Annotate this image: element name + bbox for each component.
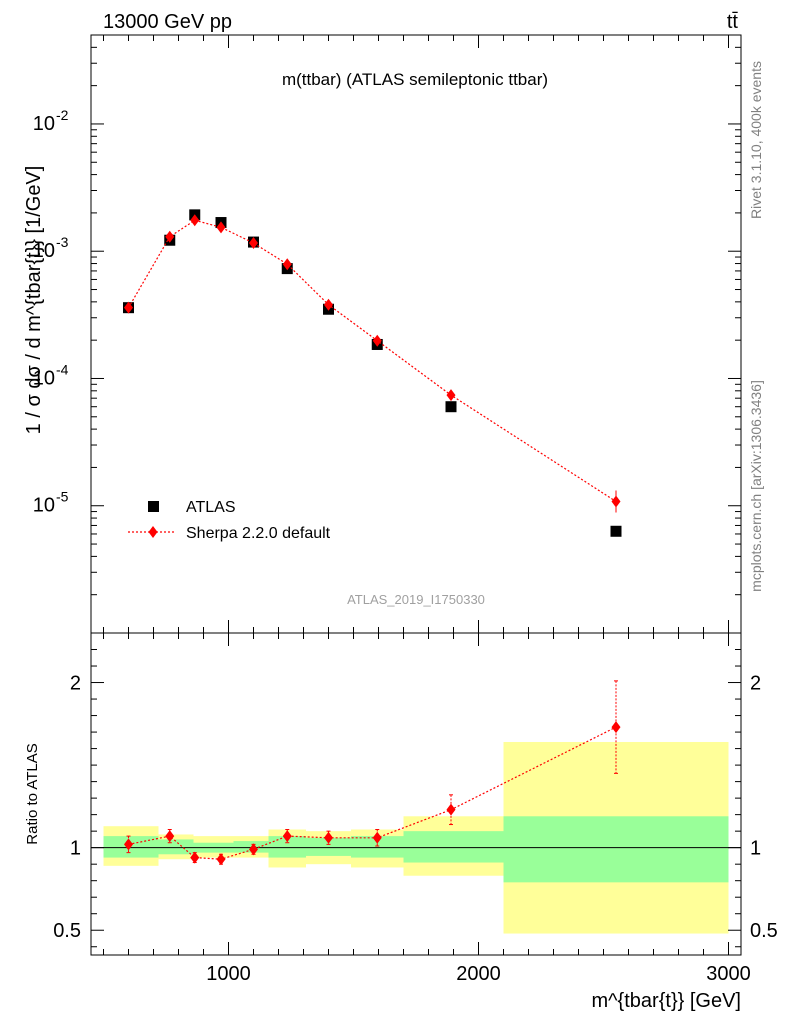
header-right: tt̄ [727, 11, 739, 33]
lower-frame [90, 632, 742, 956]
sherpa-point-5 [282, 258, 292, 271]
ytick-label-3: 10 [33, 113, 55, 135]
ratio-point-2 [190, 851, 200, 864]
ratio-band-green-7 [403, 831, 504, 863]
xtick-label-2: 3000 [706, 963, 751, 985]
sherpa-point-1 [165, 230, 175, 243]
header-left: 13000 GeV pp [103, 11, 232, 33]
legend-atlas-marker [148, 501, 159, 512]
rivet-label: Rivet 3.1.10, 400k events [748, 61, 764, 219]
sherpa-point-6 [324, 298, 333, 311]
ytick-label-0: 10 [33, 495, 55, 517]
sherpa-point-4 [249, 237, 258, 250]
ytick-exp-1: -4 [56, 361, 69, 377]
atlas-point-8 [445, 401, 457, 413]
ratio-point-6 [324, 831, 333, 844]
ratio-ytick-label-right-2: 2 [750, 673, 761, 695]
x-axis-label: m^{tbar{t}} [GeV] [592, 990, 741, 1012]
sherpa-point-8 [446, 389, 456, 402]
mcplots-label: mcplots.cern.ch [arXiv:1306.3436] [748, 380, 764, 592]
lower-panel [103, 741, 729, 934]
ratio-y-axis-label: Ratio to ATLAS [24, 743, 41, 844]
legend-atlas-label: ATLAS [186, 499, 236, 516]
ratio-band-green-5 [306, 837, 351, 856]
ratio-point-7 [372, 831, 382, 844]
legend-sherpa-label: Sherpa 2.2.0 default [186, 525, 331, 542]
legend: ATLAS Sherpa 2.2.0 default [128, 499, 331, 542]
ratio-band-green-8 [503, 816, 729, 883]
sherpa-point-3 [216, 221, 226, 234]
analysis-watermark: ATLAS_2019_I1750330 [347, 592, 485, 607]
ytick-exp-2: -3 [56, 234, 69, 250]
legend-sherpa-marker [148, 526, 158, 538]
ratio-band-green-4 [268, 836, 306, 858]
ratio-ytick-label-0: 0.5 [53, 920, 81, 942]
ytick-exp-3: -2 [56, 107, 69, 123]
ratio-point-3 [216, 853, 226, 866]
atlas-point-9 [610, 525, 622, 537]
xtick-label-0: 1000 [206, 963, 251, 985]
upper-frame [90, 34, 742, 634]
ratio-point-0 [124, 838, 133, 851]
ratio-band-green-6 [351, 836, 404, 858]
ratio-point-4 [249, 843, 258, 856]
sherpa-line [127, 219, 617, 503]
ratio-point-9 [611, 721, 621, 734]
ratio-point-8 [446, 803, 456, 816]
sherpa-point-0 [124, 301, 133, 314]
ytick-exp-0: -5 [56, 489, 69, 505]
ytick-label-2: 10 [33, 240, 55, 262]
xtick-label-1: 2000 [456, 963, 501, 985]
lower-plot-content [91, 680, 741, 866]
ratio-point-5 [282, 830, 292, 843]
axes-frames [90, 34, 742, 956]
sherpa-point-9 [611, 495, 621, 508]
y-axis-label: 1 / σ dσ / d m^{tbar{t}} [1/GeV] [23, 166, 45, 435]
ratio-ytick-label-right-0: 0.5 [750, 920, 778, 942]
sherpa-point-7 [372, 334, 382, 347]
ratio-line [128, 726, 617, 860]
ratio-ytick-label-2: 2 [70, 673, 81, 695]
chart-title: m(ttbar) (ATLAS semileptonic ttbar) [282, 70, 548, 89]
ratio-ytick-label-right-1: 1 [750, 838, 761, 860]
ratio-band-green-1 [158, 839, 194, 855]
sherpa-point-2 [190, 214, 200, 227]
ratio-point-1 [165, 830, 175, 843]
upper-plot-content [123, 209, 622, 537]
ratio-ytick-label-1: 1 [70, 838, 81, 860]
ytick-label-1: 10 [33, 367, 55, 389]
